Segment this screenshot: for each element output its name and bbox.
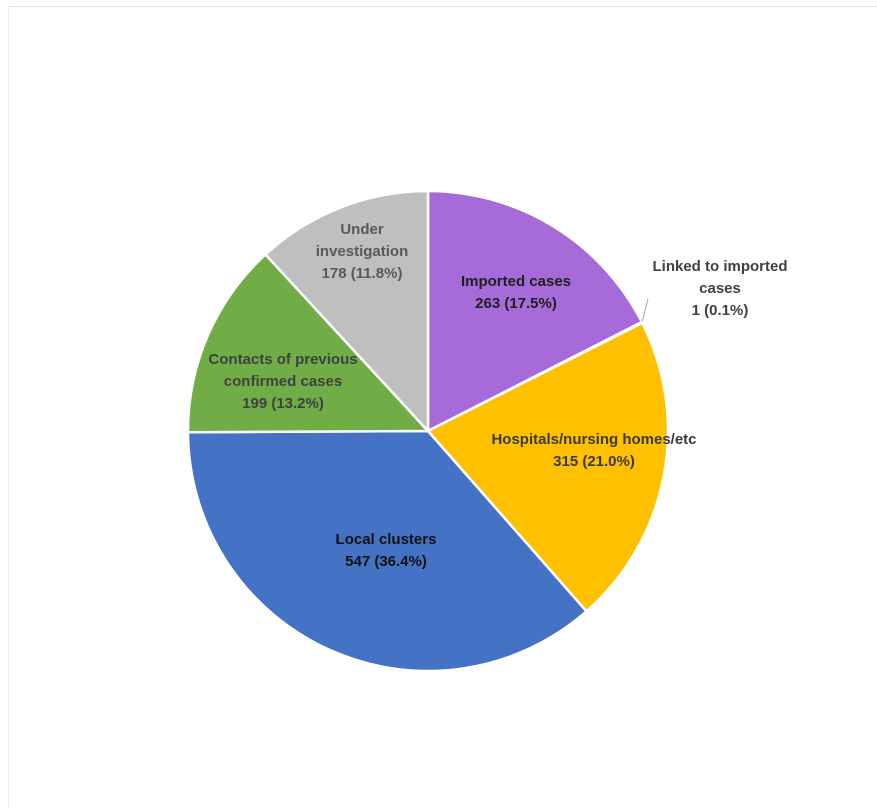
- data-label-0: Imported cases 263 (17.5%): [461, 273, 571, 312]
- data-label-2: Hospitals/nursing homes/etc 315 (21.0%): [491, 431, 696, 470]
- data-label-4: Contacts of previous confirmed cases 199 (…: [208, 351, 357, 412]
- pie-slice-5: [263, 189, 430, 435]
- pie-slice-4: [186, 252, 431, 434]
- data-label-3: Local clusters 547 (36.4%): [336, 531, 437, 570]
- leader-line: [641, 298, 649, 323]
- pie-slice-2: [425, 321, 670, 614]
- data-label-1: Linked to imported cases 1 (0.1%): [653, 258, 788, 319]
- data-label-5: Under investigation 178 (11.8%): [316, 221, 409, 282]
- pie-slice-0: [426, 189, 644, 434]
- pie-slice-3: [186, 429, 589, 673]
